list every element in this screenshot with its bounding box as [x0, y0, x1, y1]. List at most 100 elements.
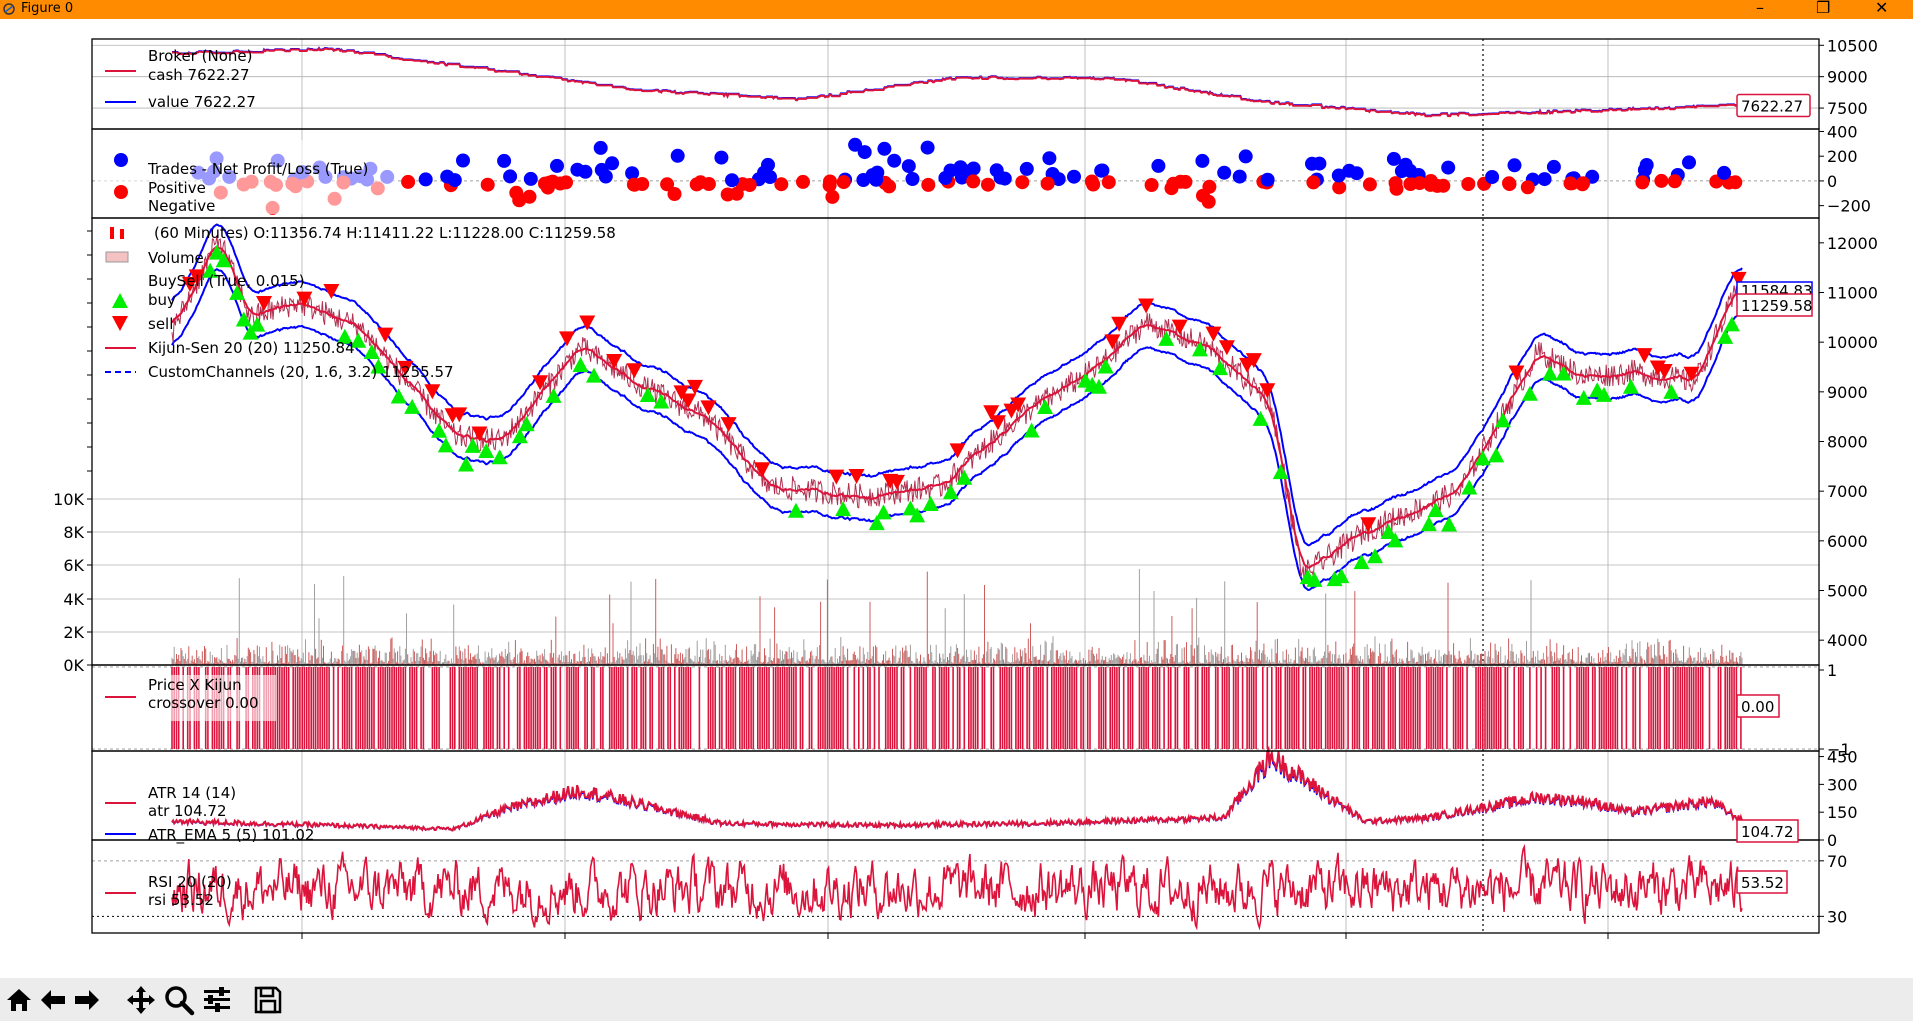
buy-marker [922, 496, 939, 512]
atr-last-tag [1736, 819, 1799, 843]
trade-negative-dot [1084, 174, 1099, 189]
buy-marker [1212, 360, 1229, 376]
panel-frame-price [91, 217, 1820, 666]
trade-negative-dot [635, 177, 650, 191]
sell-marker [626, 363, 643, 379]
buy-marker [363, 343, 380, 359]
crossover-ytick-label: −1 [1827, 740, 1851, 759]
trade-negative-dot [480, 177, 495, 192]
buy-marker [202, 262, 219, 278]
volume-bars [171, 569, 1743, 665]
trade-positive-dot [954, 170, 969, 185]
buy-marker [1595, 386, 1612, 402]
trade-positive-dot [989, 163, 1004, 178]
legend-negative: Negative [148, 197, 215, 215]
trade-positive-dot [1398, 157, 1413, 172]
buy-marker [585, 367, 602, 383]
legend-rsi: rsi 53.52 [148, 891, 214, 909]
sell-marker [686, 379, 703, 395]
trade-positive-dot [605, 156, 620, 171]
legend-swatch-negative [114, 185, 128, 199]
app-icon [3, 3, 15, 15]
legend-atr: atr 104.72 [148, 802, 227, 820]
trade-positive-dot [670, 148, 685, 163]
trade-positive-dot [725, 173, 739, 188]
minimize-icon[interactable]: – [1756, 0, 1764, 17]
forward-icon[interactable] [71, 984, 103, 1016]
trade-positive-dot [848, 137, 863, 152]
trade-positive-dot [550, 158, 564, 173]
trade-negative-dot [742, 178, 757, 192]
price-legend-entry: CustomChannels (20, 1.6, 3.2) 11255.57 [148, 363, 454, 381]
trade-negative-dot [1202, 179, 1217, 194]
trade-positive-dot [943, 163, 958, 178]
sell-marker [181, 276, 198, 292]
buy-marker [639, 387, 656, 403]
price-ytick-label: 10000 [1827, 333, 1878, 352]
trade-positive-dot [1639, 158, 1654, 172]
zoom-icon[interactable] [163, 984, 195, 1016]
sell-marker [983, 405, 1000, 421]
price-ytick-label: 5000 [1827, 582, 1868, 601]
buy-marker [653, 393, 670, 409]
buy-marker [1555, 365, 1572, 381]
broker-last-value: 7622.27 [1741, 98, 1803, 116]
save-icon[interactable] [252, 984, 284, 1016]
trade-positive-dot [1232, 169, 1247, 184]
volume-ytick-label: 4K [63, 590, 84, 609]
trade-positive-dot [1331, 168, 1346, 183]
trade-positive-dot [920, 140, 935, 155]
sell-marker [1205, 326, 1222, 342]
trade-positive-dot [523, 171, 538, 186]
trade-negative-dot [1362, 177, 1377, 192]
trade-positive-dot [1537, 172, 1552, 187]
price-ytick-label: 6000 [1827, 532, 1868, 551]
trade-positive-dot [857, 145, 872, 160]
trade-positive-dot [1546, 159, 1561, 174]
trade-negative-dot [981, 177, 995, 192]
legend-swatch-volume [105, 251, 129, 263]
trade-negative-dot [882, 179, 897, 194]
price-legend-entry: buy [148, 291, 176, 309]
matplotlib-toolbar [0, 978, 1913, 1021]
trade-positive-dot [966, 161, 981, 176]
buy-marker [1575, 389, 1592, 405]
buy-marker [215, 252, 232, 268]
home-icon[interactable] [3, 984, 35, 1016]
channel-lower [171, 268, 1743, 592]
buy-marker [1488, 447, 1505, 463]
buy-marker [1023, 422, 1040, 438]
broker-ytick-label: 9000 [1827, 68, 1868, 87]
back-icon[interactable] [37, 984, 69, 1016]
trade-positive-dot [1305, 156, 1319, 171]
trade-positive-dot [1217, 165, 1232, 180]
restore-icon[interactable]: ❐ [1816, 0, 1831, 17]
trade-negative-dot [1654, 173, 1669, 188]
trade-negative-dot [1040, 176, 1055, 191]
trade-positive-dot [1042, 151, 1057, 166]
trade-positive-dot [625, 166, 640, 181]
trade-negative-dot [1332, 180, 1347, 195]
close-icon[interactable]: ✕ [1875, 0, 1889, 17]
sell-marker [989, 415, 1006, 431]
figure-canvas: 10500 9000 7500 400 200 0 −200 12000 11000 10000 9… [53, 36, 1878, 939]
price-legend-entry: BuySell (True, 0.015) [148, 272, 305, 290]
volume-ytick-label: 10K [53, 490, 84, 509]
rsi-legend-title: RSI 20 (20) [148, 873, 232, 891]
trade-negative-dot [823, 174, 837, 189]
buy-marker [1090, 378, 1107, 394]
sell-marker [471, 426, 488, 442]
trade-positive-dot [763, 170, 777, 184]
configure-subplots-icon[interactable] [201, 984, 233, 1016]
trade-positive-dot [877, 141, 892, 156]
atr-line [171, 745, 1743, 832]
buy-marker [572, 356, 589, 372]
sell-marker [1683, 366, 1700, 382]
panel-frame-broker [91, 38, 1820, 130]
rsi-last-value: 53.52 [1741, 874, 1784, 892]
trade-positive-dot [1151, 158, 1166, 173]
pan-icon[interactable] [125, 984, 157, 1016]
buy-marker [1380, 524, 1397, 540]
trade-positive-dot [593, 140, 608, 155]
trade-positive-dot [1349, 166, 1364, 181]
